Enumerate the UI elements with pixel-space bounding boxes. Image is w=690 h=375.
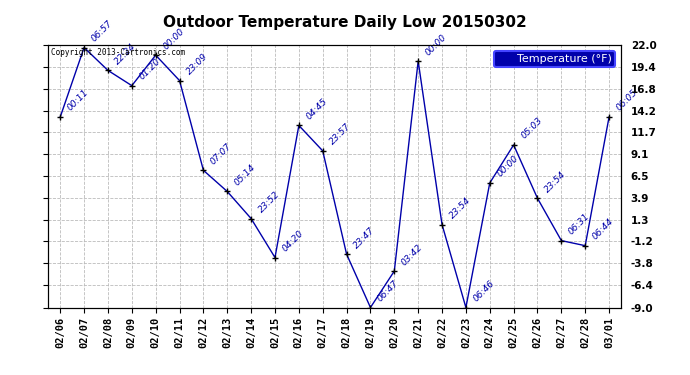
Text: 00:00: 00:00 — [495, 154, 520, 179]
Text: 06:44: 06:44 — [591, 217, 615, 242]
Text: 03:42: 03:42 — [400, 242, 424, 267]
Text: Outdoor Temperature Daily Low 20150302: Outdoor Temperature Daily Low 20150302 — [163, 15, 527, 30]
Text: 23:57: 23:57 — [328, 122, 353, 147]
Text: 06:47: 06:47 — [376, 279, 401, 303]
Text: 05:14: 05:14 — [233, 163, 257, 188]
Text: Copyright 2013-Cartronics.com: Copyright 2013-Cartronics.com — [51, 48, 186, 57]
Legend: Temperature (°F): Temperature (°F) — [494, 51, 615, 67]
Text: 00:00: 00:00 — [161, 26, 186, 51]
Text: 23:54: 23:54 — [448, 196, 473, 220]
Text: 23:09: 23:09 — [185, 52, 210, 76]
Text: 00:00: 00:00 — [424, 32, 448, 57]
Text: 06:05: 06:05 — [615, 88, 640, 113]
Text: 07:07: 07:07 — [209, 141, 234, 166]
Text: 06:46: 06:46 — [471, 279, 496, 303]
Text: 05:03: 05:03 — [519, 116, 544, 141]
Text: 04:45: 04:45 — [304, 96, 329, 121]
Text: 23:47: 23:47 — [352, 225, 377, 250]
Text: 23:52: 23:52 — [257, 190, 282, 214]
Text: 22:24: 22:24 — [114, 42, 138, 66]
Text: 06:57: 06:57 — [90, 19, 115, 44]
Text: 04:20: 04:20 — [281, 229, 305, 254]
Text: 06:31: 06:31 — [567, 212, 591, 237]
Text: 01:20: 01:20 — [137, 57, 162, 81]
Text: 00:11: 00:11 — [66, 88, 90, 113]
Text: 23:54: 23:54 — [543, 170, 568, 194]
